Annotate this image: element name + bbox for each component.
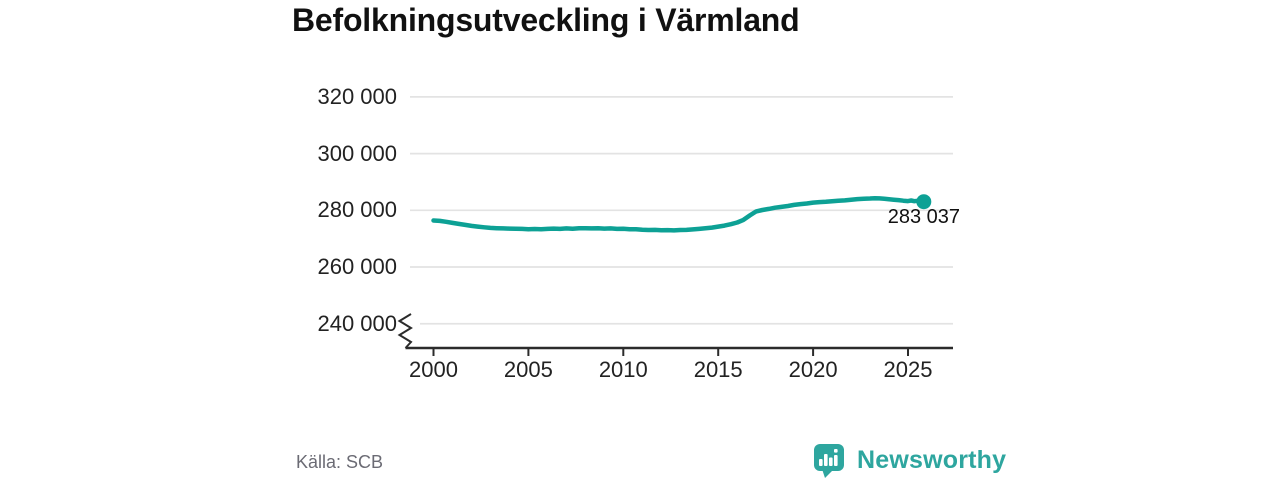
- latest-value-label: 283 037: [887, 206, 960, 228]
- y-axis-label: 280 000: [317, 197, 397, 223]
- y-axis-label: 240 000: [317, 310, 397, 336]
- x-axis-label: 2020: [788, 357, 838, 382]
- chart-title: Befolkningsutveckling i Värmland: [292, 2, 800, 38]
- x-axis-label: 2015: [693, 357, 743, 382]
- y-axis-break-zigzag: [397, 313, 413, 349]
- newsworthy-icon: [814, 444, 844, 478]
- x-axis-ticks: [432, 348, 909, 356]
- source-label: Källa: SCB: [296, 452, 384, 472]
- y-axis-label: 320 000: [317, 83, 397, 109]
- x-axis-label: 2025: [883, 357, 933, 382]
- gridlines: [410, 96, 953, 325]
- x-axis-label: 2000: [409, 357, 458, 382]
- population-line: [431, 195, 927, 233]
- x-axis-label: 2010: [598, 357, 648, 382]
- y-axis-label: 300 000: [317, 140, 397, 166]
- y-axis-label: 260 000: [317, 254, 397, 279]
- newsworthy-wordmark: Newsworthy: [857, 446, 1007, 474]
- x-axis-label: 2005: [503, 357, 553, 382]
- newsworthy-logo: Newsworthy: [810, 441, 1006, 479]
